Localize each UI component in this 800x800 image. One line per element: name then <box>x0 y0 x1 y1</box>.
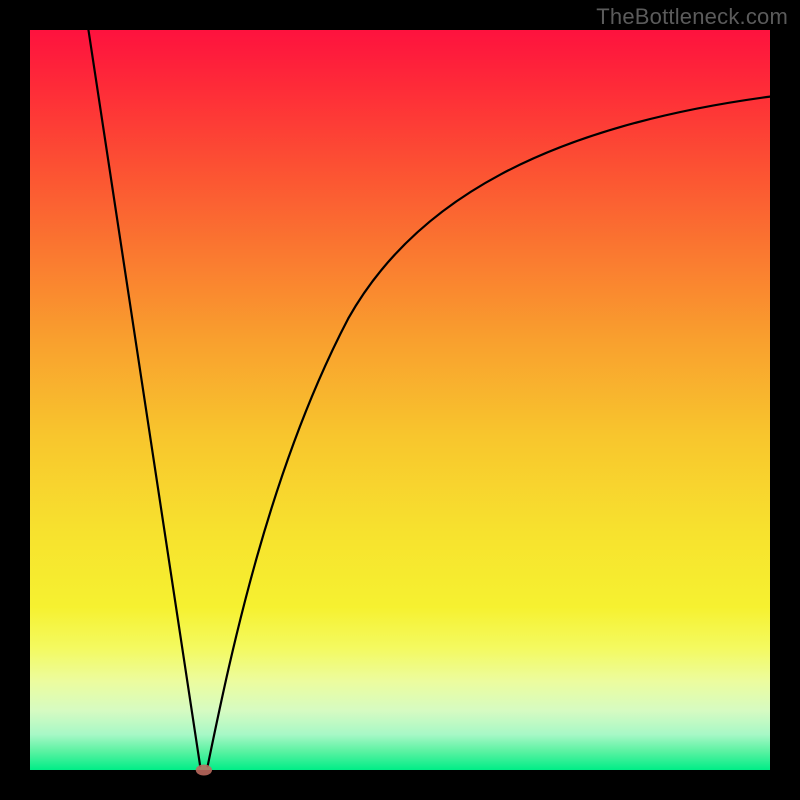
plot-canvas <box>0 0 800 800</box>
plot-frame: TheBottleneck.com <box>0 0 800 800</box>
chart-svg <box>0 0 800 800</box>
watermark-text: TheBottleneck.com <box>596 4 788 30</box>
